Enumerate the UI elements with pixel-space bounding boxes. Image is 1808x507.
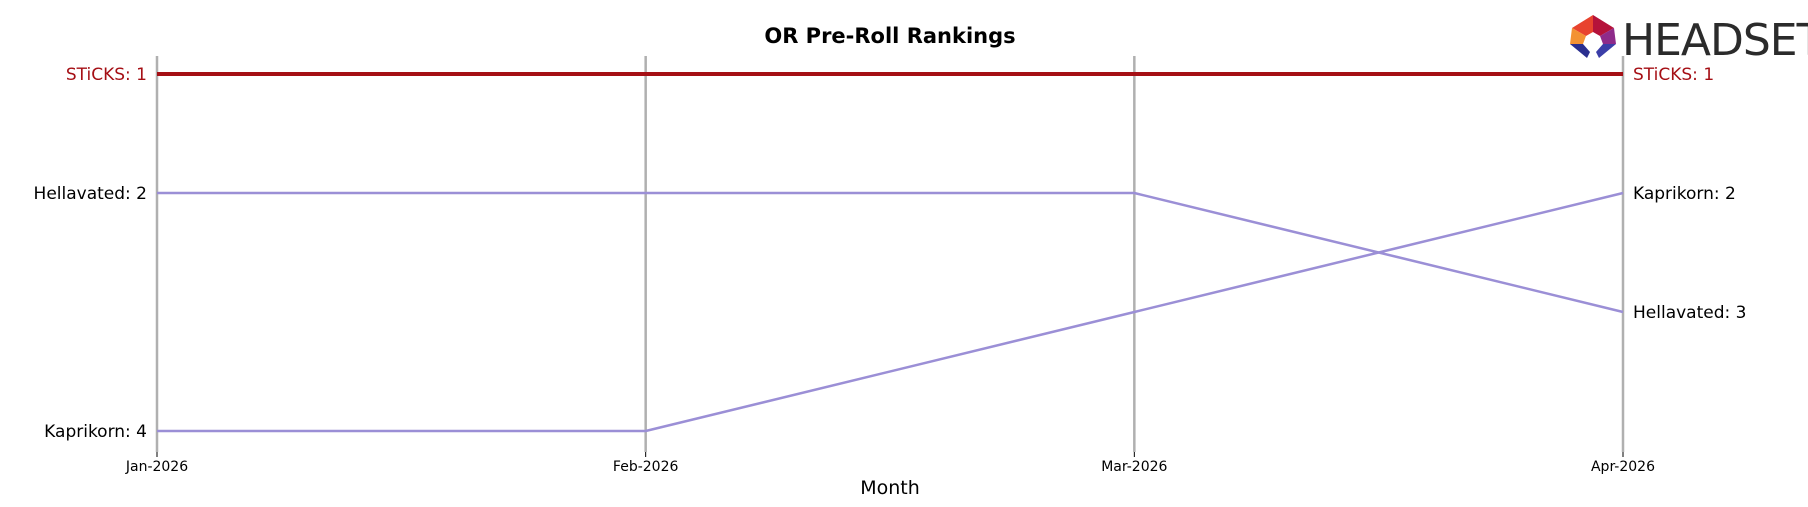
x-tick-label: Jan-2026	[125, 459, 188, 475]
series-line-hellavated	[157, 191, 1624, 314]
x-tick-label: Mar-2026	[1101, 459, 1167, 475]
start-label-hellavated: Hellavated: 2	[34, 184, 147, 204]
logo-text: HEADSET	[1622, 15, 1808, 66]
start-labels: Hellavated: 2 Kaprikorn: 4 STiCKS: 1	[34, 65, 147, 442]
start-label-sticks: STiCKS: 1	[66, 65, 147, 85]
start-label-kaprikorn: Kaprikorn: 4	[44, 422, 147, 442]
x-tick-label: Feb-2026	[613, 459, 679, 475]
vertical-grid	[155, 56, 1625, 452]
end-label-hellavated: Hellavated: 3	[1633, 303, 1746, 323]
x-axis-ticks: Jan-2026 Feb-2026 Mar-2026 Apr-2026	[125, 452, 1655, 475]
end-labels: Hellavated: 3 Kaprikorn: 2 STiCKS: 1	[1633, 65, 1746, 323]
headset-hexagon-logo-icon	[1570, 15, 1616, 58]
headset-logo: HEADSET	[1570, 15, 1808, 66]
end-label-kaprikorn: Kaprikorn: 2	[1633, 184, 1736, 204]
chart-title: OR Pre-Roll Rankings	[764, 24, 1015, 48]
series-line-kaprikorn	[157, 191, 1624, 433]
end-label-sticks: STiCKS: 1	[1633, 65, 1714, 85]
x-tick-label: Apr-2026	[1591, 459, 1655, 475]
series-lines	[157, 72, 1624, 433]
x-axis-label: Month	[860, 477, 920, 499]
